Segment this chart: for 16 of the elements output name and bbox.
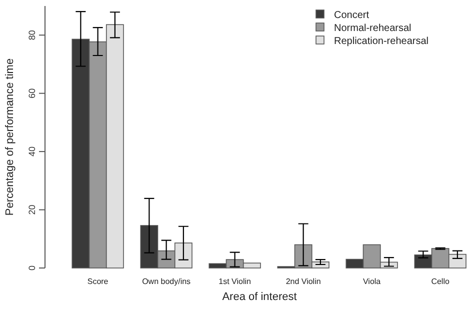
x-tick-label: 1st Violin (218, 277, 251, 286)
x-tick-label: Viola (362, 277, 382, 286)
x-tick-label: 2nd Violin (286, 277, 321, 286)
y-tick-label: 80 (27, 30, 37, 40)
y-axis-title: Percentage of performance time (4, 58, 16, 216)
y-tick-label: 0 (27, 265, 37, 271)
y-tick-label: 40 (27, 146, 37, 157)
x-axis-title: Area of interest (222, 291, 297, 303)
y-tick-label: 60 (27, 88, 37, 98)
legend-label: Replication-rehearsal (334, 36, 428, 47)
x-tick-label: Own body/ins (142, 277, 191, 286)
x-tick-label: Cello (431, 277, 450, 286)
y-tick-label: 20 (27, 204, 37, 215)
legend-label: Normal-rehearsal (334, 23, 412, 34)
legend-label: Concert (334, 10, 370, 21)
x-tick-label: Score (87, 277, 109, 286)
